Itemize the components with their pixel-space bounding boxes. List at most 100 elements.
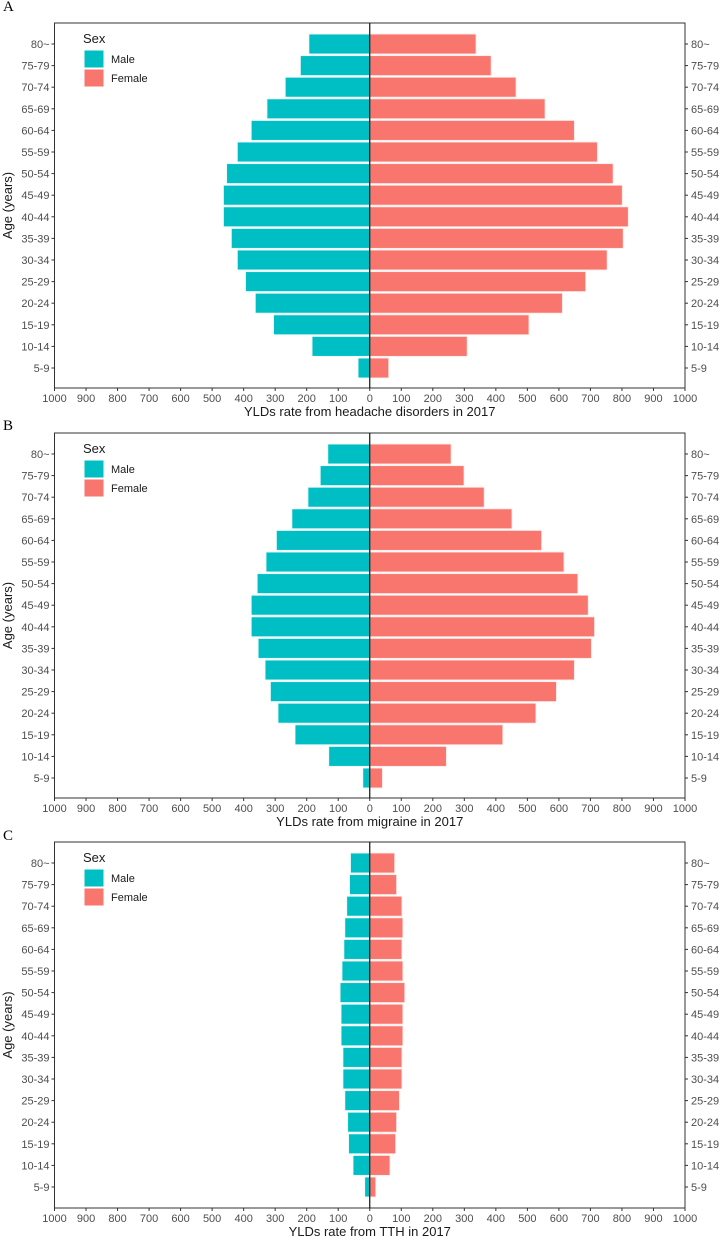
panel-a: A 80~ 80~ 75-79 75-79 70-74 70-74 65-69 65-69 60-… [0, 0, 719, 419]
bar-male-65-69 [291, 508, 371, 530]
y-tick-label-left: 70-74 [21, 901, 49, 913]
bar-female-15-19 [369, 314, 530, 336]
y-tick-label-right: 25-29 [691, 277, 719, 289]
y-tick-label-left: 25-29 [21, 1096, 49, 1108]
x-tick-label: 300 [266, 1213, 284, 1225]
bar-male-70-74 [346, 895, 371, 917]
x-tick-label: 100 [392, 803, 410, 815]
y-tick-label-left: 25-29 [21, 687, 49, 699]
bar-female-20-24 [369, 1111, 397, 1133]
y-tick-label-right: 55-59 [691, 966, 719, 978]
y-tick-label-right: 70-74 [691, 901, 719, 913]
y-tick-label-left: 5-9 [34, 1182, 50, 1194]
bar-female-55-59 [369, 551, 565, 573]
y-tick-label-left: 40-44 [21, 1031, 49, 1043]
y-tick-label-left: 75-79 [21, 880, 49, 892]
x-tick-label: 700 [581, 1213, 599, 1225]
x-tick-label: 100 [392, 393, 410, 405]
x-tick-label: 500 [203, 803, 221, 815]
x-tick-label: 900 [644, 1213, 662, 1225]
y-tick-label-left: 50-54 [21, 579, 49, 591]
x-tick-label: 100 [329, 393, 347, 405]
y-tick-label-left: 45-49 [21, 1009, 49, 1021]
bar-male-55-59 [265, 551, 371, 573]
y-tick-label-left: 5-9 [34, 363, 50, 375]
y-tick-label-right: 20-24 [691, 298, 719, 310]
y-tick-label-right: 20-24 [691, 1117, 719, 1129]
y-tick-label-left: 45-49 [21, 600, 49, 612]
bar-male-10-14 [352, 1155, 371, 1176]
y-tick-label-right: 15-19 [691, 1139, 719, 1151]
bar-male-65-69 [344, 917, 371, 939]
x-tick-label: 400 [487, 393, 505, 405]
y-tick-label-right: 65-69 [691, 923, 719, 935]
bar-male-15-19 [273, 314, 371, 336]
bar-female-35-39 [369, 228, 624, 249]
bar-male-25-29 [344, 1090, 371, 1111]
bar-female-75-79 [369, 465, 465, 486]
y-tick-label-left: 30-34 [21, 1074, 49, 1086]
y-tick-label-right: 35-39 [691, 233, 719, 245]
y-tick-label-left: 50-54 [21, 169, 49, 181]
x-tick-label: 200 [424, 803, 442, 815]
y-tick-label-right: 50-54 [691, 988, 719, 1000]
y-tick-label-left: 80~ [31, 858, 50, 870]
bar-male-70-74 [307, 486, 371, 508]
y-tick-label-right: 5-9 [691, 773, 707, 785]
y-tick-label-left: 65-69 [21, 923, 49, 935]
bar-male-5-9 [364, 1176, 371, 1198]
bar-female-30-34 [369, 1068, 403, 1090]
bar-male-65-69 [266, 98, 371, 120]
bar-female-45-49 [369, 1003, 404, 1025]
bar-female-45-49 [369, 594, 589, 616]
y-tick-label-right: 70-74 [691, 492, 719, 504]
x-tick-label: 300 [266, 803, 284, 815]
x-tick-label: 300 [455, 1213, 473, 1225]
bar-female-35-39 [369, 638, 592, 659]
bar-female-50-54 [369, 573, 579, 594]
y-tick-label-right: 30-34 [691, 1074, 719, 1086]
legend-label-female: Female [111, 73, 148, 85]
y-tick-label-left: 45-49 [21, 190, 49, 202]
y-tick-label-right: 80~ [691, 449, 710, 461]
bar-female-45-49 [369, 184, 623, 206]
bar-male-45-49 [223, 184, 371, 206]
y-tick-label-right: 55-59 [691, 557, 719, 569]
bar-female-60-64 [369, 939, 403, 960]
bar-male-35-39 [230, 228, 371, 249]
x-tick-label: 600 [171, 803, 189, 815]
x-tick-label: 0 [367, 393, 373, 405]
y-tick-label-right: 40-44 [691, 1031, 719, 1043]
bar-female-55-59 [369, 141, 598, 163]
y-tick-label-right: 15-19 [691, 730, 719, 742]
y-tick-label-right: 40-44 [691, 212, 719, 224]
x-tick-label: 200 [424, 1213, 442, 1225]
x-tick-label: 900 [77, 1213, 95, 1225]
legend: Sex Male Female [83, 441, 148, 498]
bar-male-30-34 [236, 249, 371, 271]
y-tick-label-left: 70-74 [21, 492, 49, 504]
y-tick-label-right: 75-79 [691, 471, 719, 483]
x-tick-label: 900 [644, 393, 662, 405]
x-axis-title: YLDs rate from TTH in 2017 [289, 1224, 451, 1239]
x-tick-label: 100 [329, 803, 347, 815]
legend-label-female: Female [111, 483, 148, 495]
y-tick-label-right: 75-79 [691, 61, 719, 73]
legend-key-male [83, 868, 105, 888]
x-tick-label: 1000 [673, 1213, 697, 1225]
x-tick-label: 1000 [42, 803, 66, 815]
panel-label: C [3, 828, 13, 844]
x-tick-label: 1000 [42, 393, 66, 405]
y-tick-label-left: 55-59 [21, 557, 49, 569]
bar-female-20-24 [369, 292, 563, 314]
y-tick-label-right: 40-44 [691, 622, 719, 634]
bar-female-70-74 [369, 76, 517, 98]
bar-male-60-64 [343, 939, 371, 960]
bar-male-35-39 [342, 1047, 371, 1068]
x-tick-label: 200 [424, 393, 442, 405]
bar-female-10-14 [369, 746, 447, 767]
bar-male-40-44 [340, 1025, 371, 1047]
bar-male-40-44 [250, 616, 371, 638]
y-tick-label-left: 30-34 [21, 255, 49, 267]
y-tick-label-right: 55-59 [691, 147, 719, 159]
